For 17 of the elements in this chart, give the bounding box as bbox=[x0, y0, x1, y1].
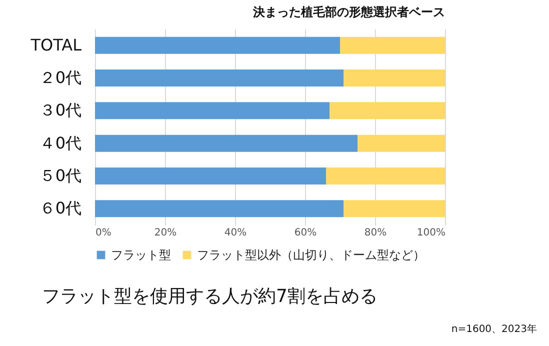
chart-subtitle: 決まった植毛部の形態選択者ベース bbox=[252, 5, 445, 19]
y-tick-label: ５0代 bbox=[39, 166, 82, 185]
x-tick-label: 40% bbox=[224, 228, 247, 238]
x-tick-label: 100% bbox=[416, 228, 446, 238]
legend-label: フラット型以外（山切り、ドーム型など） bbox=[197, 248, 425, 262]
y-tick-label: TOTAL bbox=[30, 35, 82, 54]
y-tick-label: ６0代 bbox=[39, 198, 82, 218]
x-tick-label: 0% bbox=[96, 228, 112, 238]
text: n=1600、2023年 bbox=[451, 323, 537, 336]
text: フラット型を使用する人が約7割を占める bbox=[42, 285, 378, 308]
legend-label: フラット型 bbox=[111, 248, 171, 262]
y-tick-label: ４0代 bbox=[39, 133, 82, 152]
y-tick-label: ２0代 bbox=[39, 68, 82, 87]
y-tick-label: ３0代 bbox=[39, 100, 82, 120]
x-tick-label: 60% bbox=[294, 228, 317, 238]
x-tick-label: 20% bbox=[154, 228, 177, 238]
x-tick-label: 80% bbox=[364, 228, 387, 238]
